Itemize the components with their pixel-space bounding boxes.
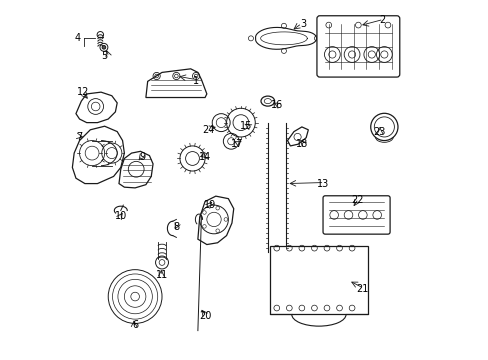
Polygon shape [119,151,153,188]
Text: 10: 10 [114,211,127,221]
Text: 6: 6 [132,320,138,330]
Text: 19: 19 [204,200,216,210]
Polygon shape [76,92,117,123]
Polygon shape [145,69,206,98]
Text: 18: 18 [295,139,307,149]
Text: 15: 15 [240,121,252,131]
Text: 8: 8 [173,222,179,231]
Text: 20: 20 [199,311,211,321]
Text: 17: 17 [231,139,243,149]
Text: 12: 12 [77,87,89,97]
Text: 5: 5 [102,51,107,61]
Text: 3: 3 [300,19,306,29]
Polygon shape [198,196,233,244]
Text: 16: 16 [270,100,283,110]
Text: 7: 7 [76,132,82,142]
Text: 13: 13 [317,179,329,189]
FancyBboxPatch shape [323,196,389,234]
Text: 22: 22 [350,195,363,205]
FancyBboxPatch shape [316,16,399,77]
Text: 4: 4 [75,33,81,43]
Polygon shape [72,126,124,184]
Text: 14: 14 [199,152,211,162]
Text: 23: 23 [372,127,385,136]
Text: 11: 11 [156,270,168,280]
Circle shape [102,45,105,49]
Text: 9: 9 [139,152,145,162]
Text: 2: 2 [379,15,385,26]
Polygon shape [287,127,308,146]
Text: 24: 24 [202,125,214,135]
Text: 21: 21 [356,284,368,294]
Text: 1: 1 [193,76,199,86]
Bar [269,246,367,315]
